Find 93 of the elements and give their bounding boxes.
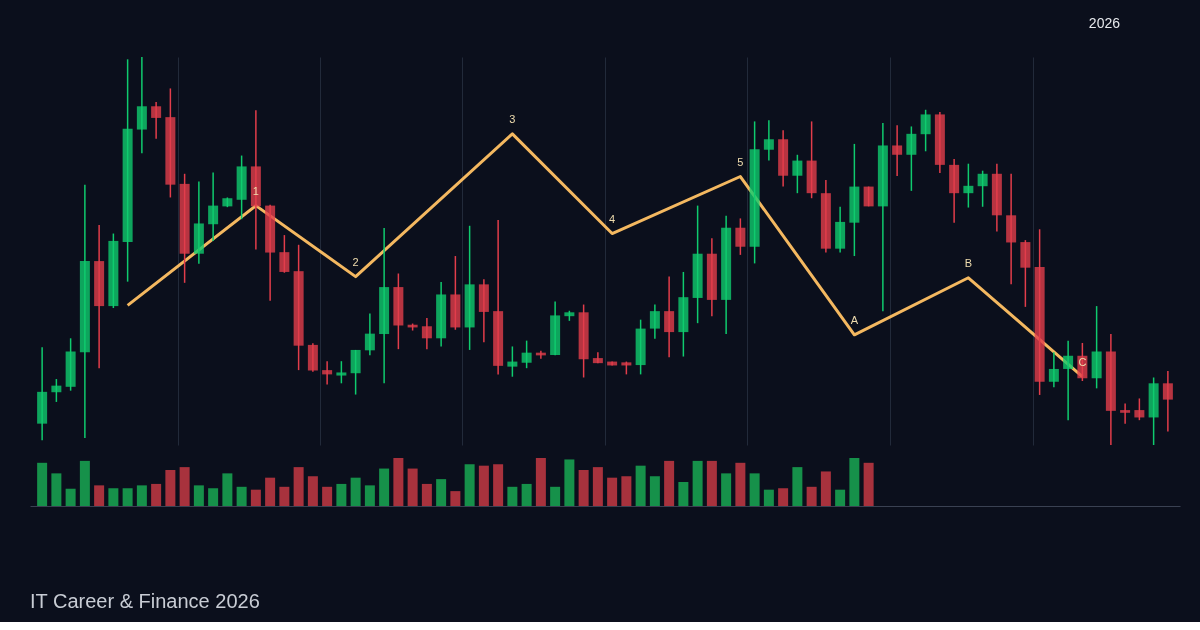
- bar: [79, 460, 90, 506]
- candlestick: [920, 109, 931, 153]
- candlestick: [336, 360, 347, 385]
- bar: [436, 479, 447, 506]
- bar: [806, 486, 817, 506]
- bar: [735, 462, 746, 506]
- bar: [749, 473, 760, 506]
- bar: [407, 468, 418, 506]
- candlestick: [749, 120, 760, 265]
- bar: [849, 458, 860, 506]
- candlestick: [1034, 228, 1045, 396]
- text: IT Career & Finance 2026: [30, 590, 260, 612]
- bar: [179, 467, 190, 506]
- bar: [706, 460, 717, 506]
- candlestick: [678, 271, 689, 358]
- bar: [379, 468, 390, 506]
- bar: [550, 486, 561, 506]
- bar: [208, 488, 219, 506]
- annotation: A: [850, 313, 859, 326]
- bar: [65, 488, 76, 506]
- annotation: C: [1078, 355, 1087, 368]
- candlestick: [578, 303, 589, 379]
- bar: [37, 462, 48, 506]
- bar: [193, 485, 204, 506]
- bar: [621, 476, 632, 506]
- bar: [108, 488, 119, 506]
- annotation: 5: [737, 155, 744, 168]
- bar: [635, 465, 646, 506]
- bar: [521, 483, 532, 506]
- candlestick: [1020, 239, 1031, 308]
- bar: [279, 486, 290, 506]
- bar: [450, 491, 461, 506]
- candlestick: [692, 204, 703, 324]
- bar: [493, 464, 504, 506]
- bar: [307, 476, 318, 506]
- bar: [507, 486, 518, 506]
- candlestick: [122, 58, 133, 283]
- bar: [678, 482, 689, 506]
- bar: [421, 483, 432, 506]
- candlestick: [464, 225, 475, 351]
- bar: [792, 467, 803, 506]
- text: 2026: [1088, 15, 1121, 31]
- bar: [607, 477, 618, 506]
- bar: [122, 488, 133, 506]
- bar: [721, 473, 732, 506]
- bar: [151, 483, 162, 506]
- annotation: 3: [509, 112, 516, 125]
- bar: [136, 485, 147, 506]
- annotation: 1: [252, 184, 259, 197]
- candlestick: [279, 234, 290, 274]
- bar: [820, 471, 831, 506]
- bar: [692, 460, 703, 506]
- bar: [478, 465, 489, 506]
- annotation: 2: [352, 255, 359, 268]
- candlestick: [906, 125, 917, 192]
- bar: [94, 485, 105, 506]
- bar: [350, 477, 361, 506]
- bar: [222, 473, 233, 506]
- bar: [592, 467, 603, 506]
- bar: [322, 486, 333, 506]
- bar: [165, 470, 176, 506]
- candlestick: [735, 217, 746, 256]
- candlestick: [849, 143, 860, 257]
- candlestick: [179, 173, 190, 284]
- candlestick: [507, 345, 518, 378]
- annotation: 4: [609, 212, 616, 225]
- candlestick: [65, 337, 76, 392]
- candlestick: [236, 154, 247, 220]
- bar: [336, 483, 347, 506]
- candlestick: [1148, 376, 1159, 446]
- bar: [51, 473, 62, 506]
- candlestick: [450, 255, 461, 331]
- candlestick: [108, 232, 119, 309]
- bar: [464, 464, 475, 506]
- bar: [293, 467, 304, 506]
- bar: [664, 460, 675, 506]
- annotation: B: [964, 256, 973, 269]
- bar: [863, 462, 874, 506]
- bar: [763, 489, 774, 506]
- bar: [535, 458, 546, 506]
- candlestick: [165, 87, 176, 199]
- bar: [778, 488, 789, 506]
- bar: [564, 459, 575, 506]
- bar: [236, 486, 247, 506]
- candlestick: [293, 244, 304, 371]
- bar: [265, 477, 276, 506]
- bar: [578, 470, 589, 506]
- bar: [364, 485, 375, 506]
- bar: [250, 489, 261, 506]
- candlestick: [1091, 305, 1102, 390]
- bar: [393, 458, 404, 506]
- bar: [835, 489, 846, 506]
- bar: [649, 476, 660, 506]
